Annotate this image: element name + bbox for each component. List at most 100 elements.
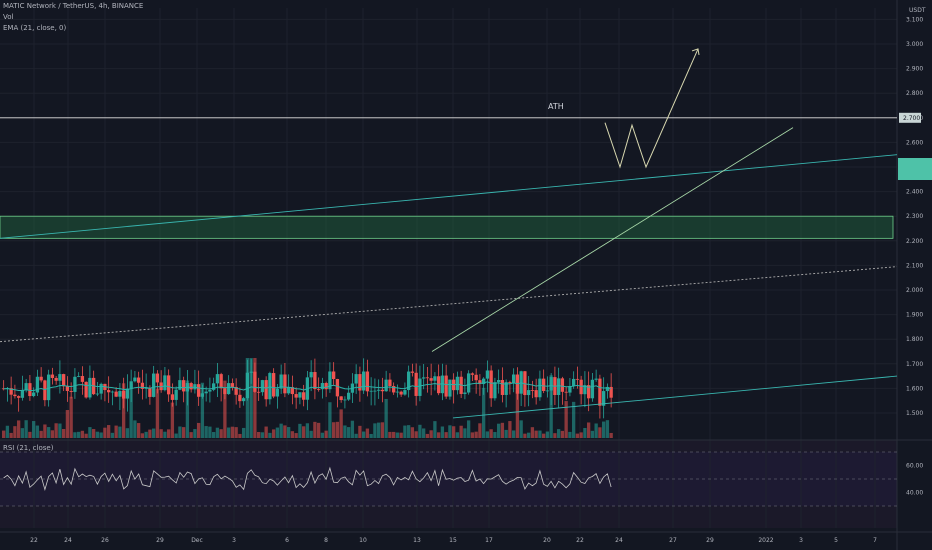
candle-body[interactable]: [84, 381, 88, 398]
candle-body[interactable]: [114, 391, 118, 397]
candle-body[interactable]: [609, 386, 613, 398]
candle-body[interactable]: [290, 387, 295, 395]
candle-body[interactable]: [433, 376, 437, 381]
candle-body[interactable]: [298, 392, 302, 398]
candle-body[interactable]: [380, 389, 385, 392]
candle-body[interactable]: [500, 379, 505, 395]
candle-body[interactable]: [238, 394, 242, 402]
candle-body[interactable]: [230, 383, 235, 387]
candle-body[interactable]: [212, 383, 216, 390]
candle-body[interactable]: [148, 388, 152, 397]
candle-body[interactable]: [28, 383, 32, 397]
candle-body[interactable]: [204, 391, 208, 394]
candle-body[interactable]: [32, 392, 36, 397]
candle-body[interactable]: [605, 386, 610, 392]
lower-trend-line[interactable]: [452, 375, 898, 419]
candle-body[interactable]: [47, 374, 51, 401]
candle-body[interactable]: [403, 390, 407, 395]
candle-body[interactable]: [339, 396, 343, 401]
candle-body[interactable]: [152, 373, 156, 397]
candle-body[interactable]: [227, 383, 231, 395]
candle-body[interactable]: [144, 388, 148, 389]
candle-body[interactable]: [43, 380, 47, 401]
candle-body[interactable]: [575, 378, 580, 380]
candle-body[interactable]: [534, 390, 538, 398]
candle-body[interactable]: [54, 377, 58, 381]
candle-body[interactable]: [133, 377, 137, 382]
candle-body[interactable]: [335, 379, 340, 397]
candle-body[interactable]: [189, 383, 193, 390]
candle-body[interactable]: [530, 390, 535, 391]
candle-body[interactable]: [545, 390, 550, 392]
candle-body[interactable]: [583, 385, 587, 395]
candle-body[interactable]: [485, 370, 490, 379]
rising-support-line[interactable]: [431, 127, 794, 352]
candle-body[interactable]: [489, 370, 493, 399]
candle-body[interactable]: [309, 372, 313, 378]
candle-body[interactable]: [215, 374, 220, 384]
candle-body[interactable]: [88, 377, 92, 398]
candle-body[interactable]: [328, 371, 332, 390]
candle-body[interactable]: [294, 394, 298, 398]
candle-body[interactable]: [234, 386, 238, 395]
candle-body[interactable]: [13, 394, 17, 397]
candle-body[interactable]: [410, 371, 415, 373]
candle-body[interactable]: [287, 387, 291, 394]
candle-body[interactable]: [118, 391, 122, 397]
projection-path[interactable]: [604, 48, 699, 169]
candle-body[interactable]: [317, 389, 321, 390]
candle-body[interactable]: [283, 374, 287, 394]
candle-body[interactable]: [140, 382, 145, 389]
candle-body[interactable]: [260, 380, 265, 393]
candle-body[interactable]: [399, 391, 403, 395]
candle-body[interactable]: [77, 376, 81, 377]
candle-body[interactable]: [313, 372, 317, 390]
candle-body[interactable]: [512, 374, 516, 384]
candle-body[interactable]: [587, 385, 591, 399]
candle-body[interactable]: [95, 393, 100, 395]
candle-body[interactable]: [407, 371, 411, 391]
candle-body[interactable]: [125, 388, 130, 399]
candle-body[interactable]: [208, 389, 212, 392]
candle-body[interactable]: [482, 378, 486, 385]
candle-body[interactable]: [538, 378, 542, 398]
candle-body[interactable]: [373, 390, 377, 392]
candle-body[interactable]: [493, 382, 497, 399]
candle-body[interactable]: [568, 386, 572, 393]
candle-body[interactable]: [73, 376, 77, 392]
candle-body[interactable]: [377, 389, 381, 391]
candle-body[interactable]: [110, 391, 115, 393]
candle-body[interactable]: [170, 394, 175, 400]
candle-body[interactable]: [332, 371, 336, 380]
candle-body[interactable]: [182, 380, 186, 392]
candle-body[interactable]: [572, 378, 576, 387]
candle-body[interactable]: [470, 373, 475, 375]
candle-body[interactable]: [564, 391, 568, 393]
candle-body[interactable]: [369, 390, 373, 392]
candle-body[interactable]: [497, 379, 501, 383]
candle-body[interactable]: [219, 374, 223, 389]
candle-body[interactable]: [62, 374, 66, 387]
candle-body[interactable]: [174, 389, 178, 400]
candle-body[interactable]: [65, 386, 70, 391]
candle-body[interactable]: [429, 378, 433, 381]
candle-body[interactable]: [167, 375, 171, 395]
candle-body[interactable]: [20, 389, 25, 398]
candle-body[interactable]: [159, 382, 163, 391]
candle-body[interactable]: [24, 383, 28, 390]
candle-body[interactable]: [320, 383, 325, 390]
candle-body[interactable]: [155, 373, 160, 383]
candle-body[interactable]: [268, 373, 272, 400]
candle-body[interactable]: [598, 378, 602, 406]
candle-body[interactable]: [354, 374, 358, 384]
candle-body[interactable]: [264, 380, 268, 400]
candle-body[interactable]: [448, 379, 452, 397]
candle-body[interactable]: [365, 371, 370, 392]
candle-body[interactable]: [395, 391, 400, 393]
candle-body[interactable]: [17, 396, 21, 398]
candle-body[interactable]: [560, 378, 565, 392]
candle-body[interactable]: [594, 378, 598, 380]
candle-body[interactable]: [50, 374, 55, 378]
candle-body[interactable]: [279, 374, 283, 389]
